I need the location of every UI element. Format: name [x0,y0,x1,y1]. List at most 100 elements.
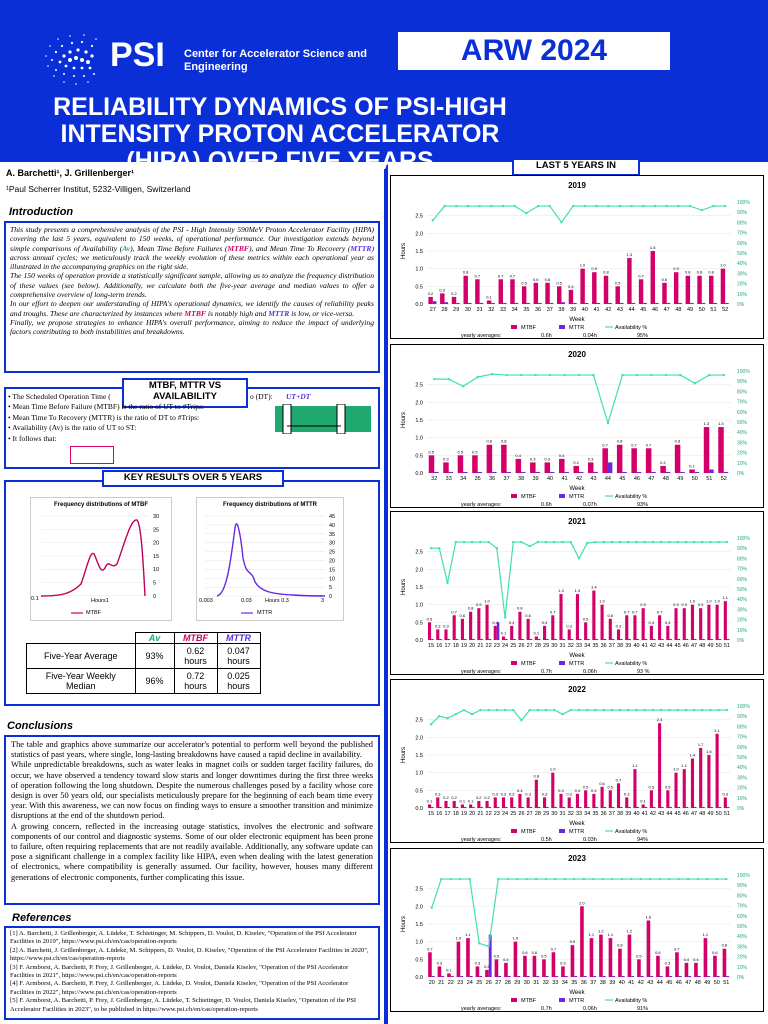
availability-point [429,547,433,550]
x-axis-label: Week [569,653,585,659]
mttr-bar [665,471,671,473]
mtbf-data-label: 0.3 [530,456,536,461]
mtbf-bar [544,462,551,473]
mtbf-data-label: 0.3 [560,960,566,965]
mttr-bar [694,806,697,808]
mttr-bar [602,975,606,977]
x-tick-label: 43 [658,811,664,817]
x-tick-label: 50 [699,307,705,313]
y2-tick-label: 10% [737,628,748,634]
mtbf-bar [649,790,653,808]
availability-point [676,540,679,544]
y2-tick-label: 80% [737,220,748,226]
reference-item: [4] F. Armborst, A. Barchetti, P. Frey, … [10,980,349,996]
table-header-cell: Av [134,632,175,644]
x-tick-label: 44 [657,980,663,986]
mtbf-data-label: 0.3 [435,791,441,796]
y2-tick-label: 10% [737,292,748,298]
x-tick-label: 38 [617,643,623,649]
mtbf-bar [542,959,546,977]
mtbf-bar [658,723,662,808]
mttr-bar [517,975,521,977]
y2-tick-label: 70% [737,400,748,406]
mttr-bar [669,806,672,808]
mtbf-data-label: 1.0 [706,599,712,604]
mttr-bar [469,975,473,977]
mttr-bar [535,471,540,473]
mttr-bar [651,471,656,473]
x-tick-label: 21 [477,811,483,817]
x-tick-label: 49 [687,307,693,313]
mtbf-bar [584,622,588,640]
availability-point [725,708,729,712]
mttr-bar [583,975,587,977]
x-tick-label: 45 [666,980,672,986]
y-tick-label: 0.0 [415,302,423,308]
hist-mtbf: Frequency distributions of MTBF 30 25 20 15… [30,497,172,621]
mttr-bar [726,638,730,640]
mtbf-data-label: 0.3 [566,623,572,628]
mtbf-bar [486,300,492,304]
mtbf-bar [682,769,686,808]
mtbf-data-label: 1.1 [632,763,638,768]
mtbf-bar [703,938,708,977]
x-tick-label: 48 [675,307,681,313]
y-tick-label: 2.0 [415,567,423,573]
availability-point [643,540,646,544]
availability-point [497,877,500,881]
x-tick-label: 23 [494,811,500,817]
legend-swatch [559,494,565,498]
def-item: Availability (Av) is the ratio of UT to … [8,423,276,433]
mttr-bar [702,806,705,808]
mttr-bar [529,806,533,808]
mtbf-data-label: 0.7 [427,946,433,951]
mttr-bar [631,975,635,977]
x-tick-label: 41 [628,980,634,986]
availability-point [618,540,622,544]
mtbf-data-label: 0.6 [545,277,551,282]
x-tick-label: 31 [533,980,539,986]
x-axis-label: Week [569,486,585,492]
table-cell: 96% [134,668,175,694]
availability-point [618,204,622,208]
x-tick-label: 37 [609,643,615,649]
mtbf-data-label: 0.3 [509,791,515,796]
hist-mttr-x3: 3 [321,598,325,604]
mtbf-data-label: 0.5 [429,449,435,454]
x-tick-label: 29 [514,980,520,986]
mttr-bar [713,302,718,304]
mtbf-bar [637,959,641,977]
mtbf-bar [515,458,522,473]
mttr-bar [546,638,549,640]
x-tick-label: 41 [561,476,567,482]
mttr-bar [701,302,706,304]
hist-tick-label: 20 [153,541,159,547]
table-header-cell: MTBF [173,632,218,644]
availability-line [434,373,724,426]
availability-point [717,708,720,712]
availability-point [466,204,470,208]
legend-swatch [559,829,565,833]
mtbf-bar [608,790,612,808]
mtbf-data-label: 0.7 [474,273,480,278]
mtbf-bar [715,604,719,640]
mttr-bar [570,638,574,640]
availability-point [563,373,566,377]
mtbf-data-label: 1.1 [722,595,728,600]
y-tick-label: 0.5 [415,453,423,459]
availability-point [595,204,598,208]
x-tick-label: 28 [505,980,511,986]
mtbf-bar [674,608,678,640]
mttr-bar [593,975,597,977]
key-results-tag: KEY RESULTS OVER 5 YEARS [102,470,284,487]
mtbf-bar [568,289,574,304]
mtbf-data-label: 0.1 [427,798,433,803]
availability-point [677,877,680,881]
mttr-bar [431,806,434,808]
availability-point [725,877,728,881]
x-tick-label: 26 [518,811,524,817]
legend-label: Availability % [615,998,647,1004]
hist-mttr-curve [216,523,326,597]
avg-mttr: 0.06h [583,669,597,674]
avg-mttr: 0.04h [583,333,597,338]
